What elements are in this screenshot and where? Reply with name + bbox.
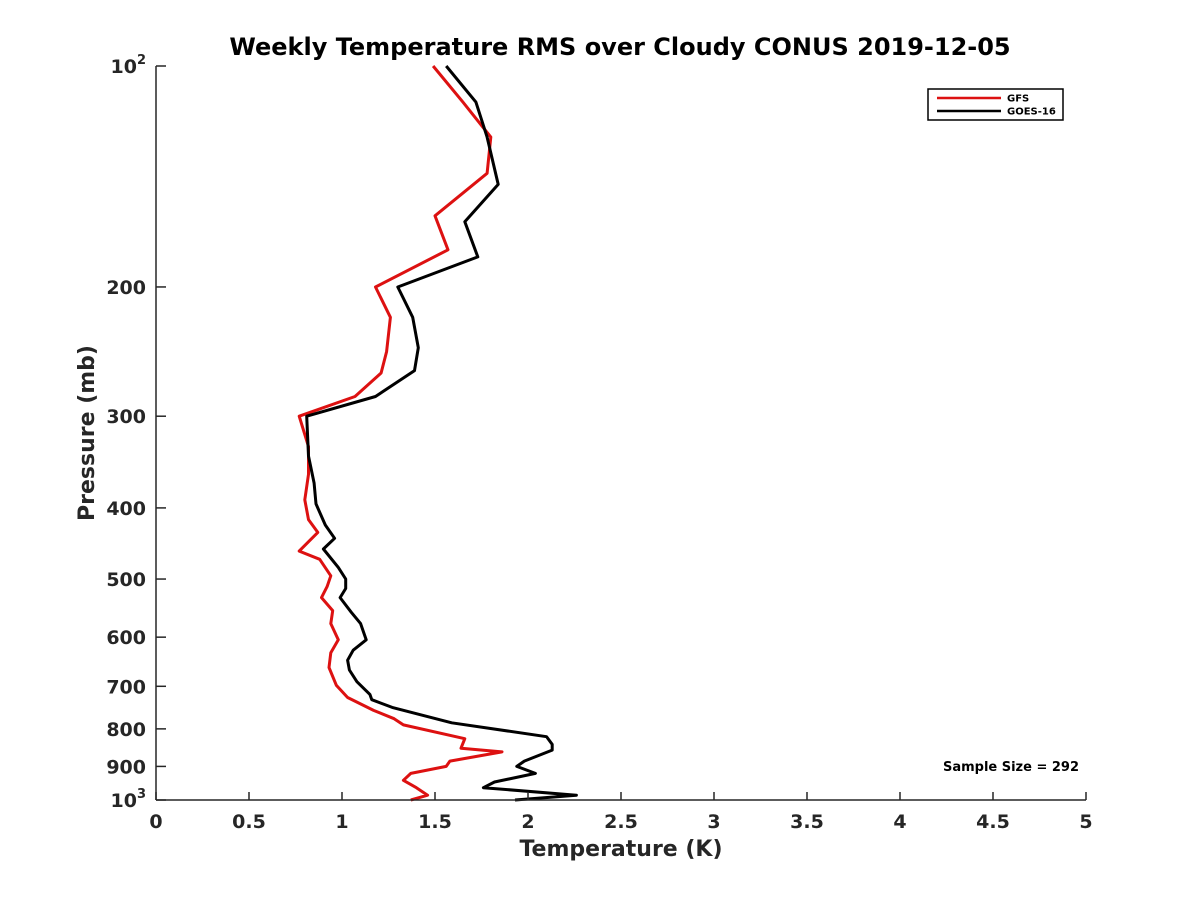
- y-ticks: 102 200 300 400 500 600 700 800 900 103: [106, 53, 166, 812]
- x-tick-label: 1: [335, 811, 348, 833]
- y-tick-label: 700: [106, 676, 146, 698]
- x-tick-label: 3: [707, 811, 720, 833]
- x-ticks: 0 0.5 1 1.5 2 2.5 3 3.5 4 4.5 5: [149, 792, 1093, 833]
- x-tick-label: 2: [521, 811, 534, 833]
- y-tick-label: 600: [106, 627, 146, 649]
- y-tick-label: 103: [111, 787, 147, 812]
- y-tick-label: 200: [106, 277, 146, 299]
- x-tick-label: 4: [893, 811, 906, 833]
- legend: GFS GOES-16: [927, 88, 1064, 121]
- legend-label-gfs: GFS: [1007, 94, 1029, 105]
- chart-title: Weekly Temperature RMS over Cloudy CONUS…: [229, 33, 1010, 61]
- legend-box: [927, 88, 1064, 121]
- axes: [155, 66, 1086, 801]
- x-axis-label: Temperature (K): [519, 837, 722, 862]
- x-tick-label: 0.5: [232, 811, 266, 833]
- x-tick-label: 2.5: [604, 811, 638, 833]
- y-tick-label: 500: [106, 569, 146, 591]
- x-tick-label: 3.5: [790, 811, 824, 833]
- y-tick-label: 102: [111, 53, 147, 78]
- x-tick-label: 4.5: [976, 811, 1010, 833]
- x-tick-label: 1.5: [418, 811, 452, 833]
- y-axis-label: Pressure (mb): [75, 345, 100, 521]
- x-tick-label: 0: [149, 811, 162, 833]
- y-tick-label: 400: [106, 498, 146, 520]
- series-line-gfs: [297, 65, 504, 802]
- legend-label-goes-16: GOES-16: [1007, 107, 1056, 118]
- series-line-goes-16: [305, 65, 578, 802]
- y-tick-label: 800: [106, 719, 146, 741]
- x-tick-label: 5: [1079, 811, 1092, 833]
- sample-size-annotation: Sample Size = 292: [943, 760, 1079, 775]
- series-layer: [297, 65, 578, 802]
- y-tick-label: 300: [106, 406, 146, 428]
- y-tick-label: 900: [106, 756, 146, 778]
